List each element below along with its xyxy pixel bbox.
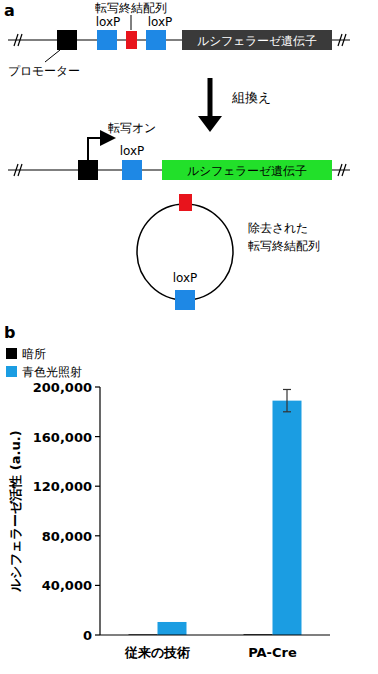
- leader: [45, 50, 60, 62]
- break-mark: [18, 34, 22, 46]
- leader: [131, 15, 132, 30]
- y-tick-label: 40,000: [42, 578, 92, 593]
- y-tick: [95, 436, 100, 437]
- y-tick: [95, 386, 100, 387]
- loxp-box: [175, 290, 195, 310]
- y-tick: [95, 585, 100, 586]
- loxp-box: [146, 30, 166, 50]
- transcription-arrow: [88, 138, 112, 160]
- bar: [273, 401, 302, 635]
- transcription-label: 転写オン: [108, 121, 156, 135]
- excised-circle: [137, 204, 233, 300]
- terminator-box: [179, 194, 192, 211]
- loxp-label: loxP: [173, 271, 198, 285]
- figure: aルシフェラーゼ遺伝子転写終結配列loxPloxPプロモーター組換え転写オンlo…: [0, 0, 378, 674]
- loxp-label: loxP: [120, 144, 145, 158]
- y-tick: [95, 486, 100, 487]
- step-label: 組換え: [231, 90, 271, 105]
- promoter-label: プロモーター: [8, 64, 80, 78]
- y-tick: [95, 535, 100, 536]
- error-bar: [283, 389, 291, 411]
- y-tick-label: 120,000: [33, 479, 92, 494]
- terminator-label: 転写終結配列: [95, 1, 167, 15]
- break-mark: [18, 164, 22, 176]
- break-mark: [14, 34, 18, 46]
- gene-label: ルシフェラーゼ遺伝子: [187, 164, 307, 178]
- gene-label: ルシフェラーゼ遺伝子: [197, 34, 317, 48]
- break-mark: [338, 164, 342, 176]
- loxp-label: loxP: [96, 15, 121, 29]
- bars: [129, 389, 302, 635]
- error-stem: [286, 389, 287, 411]
- y-tick: [95, 634, 100, 635]
- gene-box: [182, 30, 332, 50]
- y-axis: [99, 387, 100, 635]
- break-mark: [338, 34, 342, 46]
- y-axis-label: ルシフェラーゼ活性 (a.u.): [8, 430, 23, 592]
- x-tick-label: PA-Cre: [248, 645, 297, 660]
- loxp-box: [122, 160, 142, 180]
- gene-box: [162, 160, 332, 180]
- x-axis: [100, 634, 330, 635]
- y-tick-label: 80,000: [42, 529, 92, 544]
- promoter-box: [57, 30, 77, 50]
- legend-swatch: [6, 366, 17, 377]
- step-arrow-head: [198, 116, 222, 132]
- legend-swatch: [6, 348, 17, 359]
- break-mark: [342, 164, 346, 176]
- bar: [158, 622, 187, 635]
- terminator-box: [126, 31, 137, 49]
- excised-label: 転写終結配列: [248, 239, 320, 253]
- step-arrow: [208, 78, 213, 120]
- break-mark: [14, 164, 18, 176]
- error-cap: [283, 411, 291, 412]
- excised-label: 除去された: [248, 221, 308, 235]
- panel-b: b 暗所青色光照射 0 40,000 80,000 120,000 160,000 200,0…: [4, 323, 330, 660]
- x-tick-label: 従来の技術: [124, 645, 190, 660]
- loxp-label: loxP: [148, 15, 173, 29]
- panel-label: b: [4, 323, 15, 342]
- legend-label: 青色光照射: [22, 365, 82, 379]
- legend-label: 暗所: [22, 347, 46, 361]
- panel-a: aルシフェラーゼ遺伝子転写終結配列loxPloxPプロモーター組換え転写オンlo…: [4, 1, 350, 310]
- panel-label: a: [4, 1, 15, 20]
- promoter-box: [78, 160, 98, 180]
- y-tick-label: 200,000: [33, 380, 92, 395]
- break-mark: [342, 34, 346, 46]
- y-tick-label: 0: [83, 628, 92, 643]
- y-tick-label: 160,000: [33, 430, 92, 445]
- loxp-box: [97, 30, 117, 50]
- error-cap: [283, 389, 291, 390]
